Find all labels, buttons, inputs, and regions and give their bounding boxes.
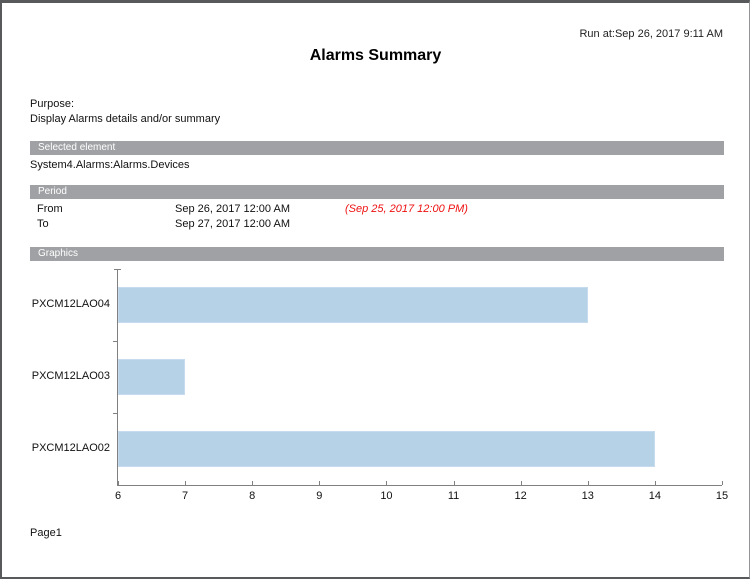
x-axis-tick-label-6: 6 bbox=[114, 490, 122, 502]
x-axis-tick-12 bbox=[520, 481, 522, 485]
x-axis-tick-label-12: 12 bbox=[514, 490, 527, 502]
period-to-value: Sep 27, 2017 12:00 AM bbox=[175, 218, 290, 230]
y-axis-boundary-tick bbox=[113, 341, 117, 342]
x-axis-tick-label-10: 10 bbox=[380, 490, 393, 502]
x-axis-tick-label-7: 7 bbox=[182, 490, 189, 502]
x-axis-tick-6 bbox=[118, 481, 119, 485]
category-label-PXCM12LAO04: PXCM12LAO04 bbox=[31, 298, 110, 310]
page-title: Alarms Summary bbox=[309, 47, 442, 64]
purpose-text: Display Alarms details and/or summary bbox=[30, 113, 221, 125]
x-axis-tick-11 bbox=[453, 481, 455, 485]
y-axis-top-tick bbox=[114, 269, 121, 270]
chart-plot: PXCM12LAO04 PXCM12LAO03 PXCM12LAO02 6 7 8 9 10 1… bbox=[32, 269, 728, 502]
section-header-selected-element: Selected element bbox=[30, 141, 724, 155]
x-axis-tick-8 bbox=[252, 481, 254, 485]
period-from-label: From bbox=[37, 203, 63, 215]
page-number: Page1 bbox=[30, 527, 62, 539]
x-axis-tick-15 bbox=[722, 481, 723, 485]
chart-bar-PXCM12LAO02 bbox=[118, 431, 655, 467]
x-axis-tick-label-15: 15 bbox=[715, 490, 729, 502]
period-to-label: To bbox=[37, 218, 49, 230]
chart-bar-PXCM12LAO04 bbox=[118, 287, 588, 323]
run-at-timestamp: Run at:Sep 26, 2017 9:11 AM bbox=[579, 28, 723, 40]
x-axis-tick-label-13: 13 bbox=[581, 490, 594, 502]
alarms-bar-chart: PXCM12LAO04 PXCM12LAO03 PXCM12LAO02 6 7 8 9 10 1… bbox=[2, 261, 749, 521]
x-axis-tick-14 bbox=[654, 481, 656, 485]
x-axis-tick-label-8: 8 bbox=[249, 490, 256, 502]
chart-bar-PXCM12LAO03 bbox=[118, 359, 186, 395]
purpose-label: Purpose: bbox=[30, 98, 75, 110]
x-axis-tick-label-11: 11 bbox=[447, 490, 460, 502]
period-from-value: Sep 26, 2017 12:00 AM bbox=[175, 203, 290, 215]
y-axis-boundary-tick bbox=[113, 413, 117, 414]
x-axis-tick-label-9: 9 bbox=[316, 490, 323, 502]
selected-element-value: System4.Alarms:Alarms.Devices bbox=[30, 159, 190, 171]
section-header-graphics: Graphics bbox=[30, 247, 724, 261]
x-axis-tick-7 bbox=[185, 481, 187, 485]
section-header-period: Period bbox=[30, 185, 724, 199]
x-axis-tick-10 bbox=[386, 481, 388, 485]
category-label-PXCM12LAO02: PXCM12LAO02 bbox=[31, 442, 110, 454]
x-axis-tick-label-14: 14 bbox=[648, 490, 661, 502]
category-label-PXCM12LAO03: PXCM12LAO03 bbox=[31, 370, 110, 382]
period-from-note: (Sep 25, 2017 12:00 PM) bbox=[345, 203, 468, 215]
x-axis-tick-9 bbox=[319, 481, 321, 485]
x-axis-tick-13 bbox=[587, 481, 589, 485]
